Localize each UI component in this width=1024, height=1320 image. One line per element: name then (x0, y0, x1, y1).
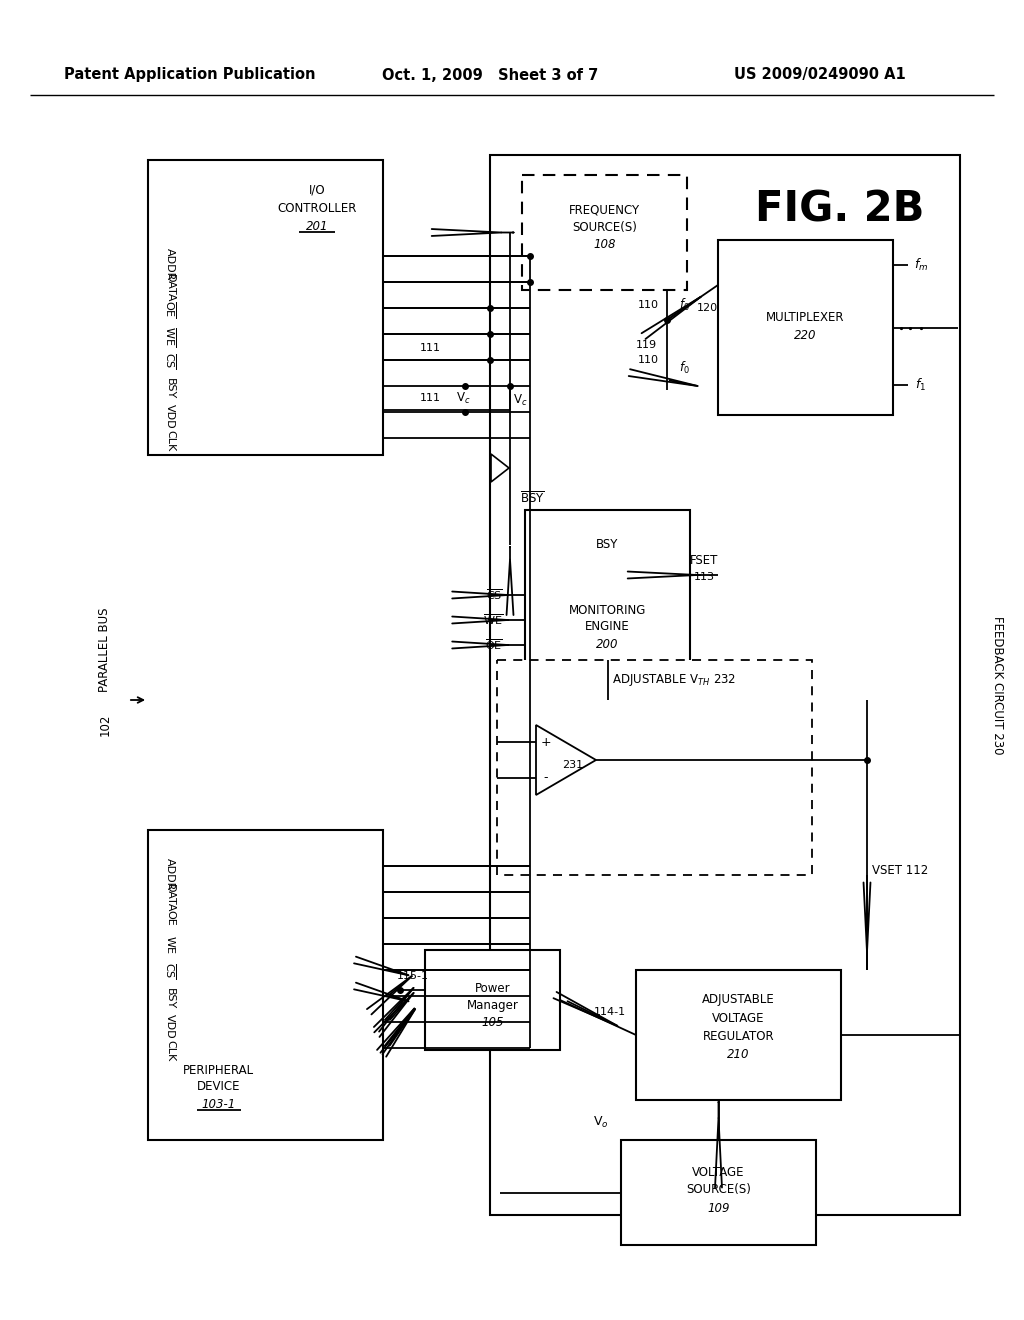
Text: ADJUSTABLE: ADJUSTABLE (702, 994, 775, 1006)
Text: VOLTAGE: VOLTAGE (713, 1011, 765, 1024)
Text: FSET: FSET (690, 554, 718, 568)
Text: $f_0$: $f_0$ (679, 297, 690, 313)
Text: ENGINE: ENGINE (585, 620, 630, 634)
Text: DATA: DATA (165, 884, 175, 912)
Text: CLK: CLK (165, 430, 175, 451)
Text: 113: 113 (693, 572, 715, 582)
Text: 200: 200 (596, 639, 618, 652)
Text: 110: 110 (638, 355, 659, 366)
Text: Patent Application Publication: Patent Application Publication (65, 67, 315, 82)
Text: CLK: CLK (165, 1040, 175, 1061)
Bar (497, 660, 812, 875)
Text: PERIPHERAL: PERIPHERAL (183, 1064, 254, 1077)
Text: 114-1: 114-1 (594, 1007, 626, 1016)
Text: FREQUENCY: FREQUENCY (569, 203, 640, 216)
Text: DEVICE: DEVICE (197, 1081, 241, 1093)
Text: $f_0$: $f_0$ (679, 360, 690, 376)
Text: $\overline{\mathregular{WE}}$: $\overline{\mathregular{WE}}$ (163, 326, 177, 346)
Text: REGULATOR: REGULATOR (702, 1030, 774, 1043)
Text: $\overline{\mathregular{BSY}}$: $\overline{\mathregular{BSY}}$ (520, 490, 545, 506)
Text: Manager: Manager (467, 998, 518, 1011)
Text: -: - (544, 771, 548, 784)
Text: CONTROLLER: CONTROLLER (278, 202, 357, 214)
Text: $f_1$: $f_1$ (915, 378, 927, 393)
Text: $\overline{\mathregular{OE}}$: $\overline{\mathregular{OE}}$ (163, 300, 177, 318)
Text: 105: 105 (481, 1015, 504, 1028)
Text: V$_o$: V$_o$ (593, 1114, 609, 1130)
Text: $\overline{\mathregular{OE}}$: $\overline{\mathregular{OE}}$ (485, 638, 503, 652)
Text: 231: 231 (562, 760, 584, 770)
Text: DATA: DATA (165, 275, 175, 302)
Text: VOLTAGE: VOLTAGE (692, 1166, 744, 1179)
Text: VDD: VDD (165, 404, 175, 429)
Text: MULTIPLEXER: MULTIPLEXER (766, 312, 845, 323)
Text: 115-1: 115-1 (397, 972, 429, 981)
Text: $f_m$: $f_m$ (913, 257, 928, 273)
Text: V$_c$: V$_c$ (513, 392, 527, 408)
Bar (148, 160, 383, 455)
Text: ADDR: ADDR (165, 248, 175, 280)
Text: 210: 210 (727, 1048, 750, 1060)
Text: 109: 109 (708, 1201, 730, 1214)
Text: $\overline{\mathregular{CS}}$: $\overline{\mathregular{CS}}$ (486, 587, 503, 602)
Text: 120: 120 (697, 304, 718, 313)
Text: FIG. 2B: FIG. 2B (756, 189, 925, 231)
Text: ADJUSTABLE V$_{TH}$ 232: ADJUSTABLE V$_{TH}$ 232 (612, 672, 736, 688)
Text: BSY: BSY (165, 378, 175, 399)
Text: V$_c$: V$_c$ (456, 391, 470, 405)
Text: Oct. 1, 2009   Sheet 3 of 7: Oct. 1, 2009 Sheet 3 of 7 (382, 67, 598, 82)
Text: 201: 201 (306, 219, 329, 232)
Text: BSY: BSY (165, 987, 175, 1010)
Text: US 2009/0249090 A1: US 2009/0249090 A1 (734, 67, 906, 82)
Text: ADDR: ADDR (165, 858, 175, 891)
Text: OE: OE (165, 909, 175, 925)
Text: MONITORING: MONITORING (568, 603, 646, 616)
Bar (621, 1140, 816, 1245)
Text: $\overline{\mathregular{WE}}$: $\overline{\mathregular{WE}}$ (483, 612, 503, 627)
Bar (525, 510, 690, 700)
Text: 119: 119 (636, 341, 657, 350)
Text: SOURCE(S): SOURCE(S) (686, 1184, 751, 1196)
Text: PARALLEL BUS: PARALLEL BUS (98, 607, 112, 692)
Text: $\overline{\mathregular{CS}}$: $\overline{\mathregular{CS}}$ (163, 962, 177, 979)
Bar (148, 830, 383, 1140)
Bar (718, 240, 893, 414)
Text: 111: 111 (420, 343, 440, 352)
Text: +: + (541, 735, 551, 748)
Text: 102: 102 (98, 714, 112, 737)
Bar (636, 970, 841, 1100)
Text: $\bullet\bullet\bullet$: $\bullet\bullet\bullet$ (897, 322, 925, 333)
Text: I/O: I/O (309, 183, 326, 197)
Text: $\overline{\mathregular{CS}}$: $\overline{\mathregular{CS}}$ (163, 352, 177, 368)
Text: VSET 112: VSET 112 (872, 863, 928, 876)
Bar (425, 950, 560, 1049)
Text: 103-1: 103-1 (202, 1097, 236, 1110)
Text: FEEDBACK CIRCUIT 230: FEEDBACK CIRCUIT 230 (991, 615, 1005, 754)
Bar (522, 176, 687, 290)
Text: 220: 220 (795, 329, 817, 342)
Text: SOURCE(S): SOURCE(S) (572, 220, 637, 234)
Text: BSY: BSY (596, 539, 618, 552)
Text: 110: 110 (638, 300, 659, 310)
Text: Power: Power (475, 982, 510, 994)
Text: WE: WE (165, 936, 175, 954)
Text: VDD: VDD (165, 1014, 175, 1039)
Text: 111: 111 (420, 393, 440, 403)
Text: 108: 108 (593, 239, 615, 252)
Bar (490, 154, 961, 1214)
